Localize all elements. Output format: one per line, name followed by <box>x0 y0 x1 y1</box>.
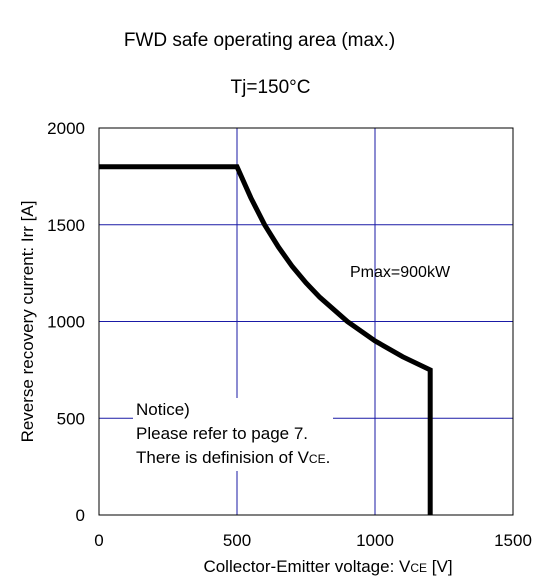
y-tick-labels: 0 500 1000 1500 2000 <box>47 119 85 525</box>
notice-line-1: Notice) <box>136 400 190 419</box>
series-line <box>99 164 433 515</box>
x-axis-label: Collector-Emitter voltage: VCE [V] <box>203 557 452 576</box>
x-tick-label: 1000 <box>356 531 394 550</box>
y-tick-label: 2000 <box>47 119 85 138</box>
x-tick-labels: 0 500 1000 1500 <box>94 531 532 550</box>
y-tick-label: 0 <box>76 506 85 525</box>
notice-line-3: There is definision of VCE. <box>136 448 331 467</box>
pmax-annotation: Pmax=900kW <box>350 264 451 281</box>
chart-subtitle: Tj=150°C <box>230 77 311 98</box>
chart-title: FWD safe operating area (max.) <box>123 30 396 51</box>
plot-frame <box>98 127 514 516</box>
notice-box: Notice) Please refer to page 7. There is… <box>133 398 334 471</box>
series-lines <box>99 164 433 515</box>
y-tick-label: 1500 <box>47 216 85 235</box>
notice-line-2: Please refer to page 7. <box>136 424 309 443</box>
y-axis-label: Reverse recovery current: Irr [A] <box>18 201 37 443</box>
y-tick-label: 1000 <box>47 313 85 332</box>
x-tick-label: 0 <box>94 531 103 550</box>
y-tick-label: 500 <box>57 409 85 428</box>
x-tick-label: 500 <box>223 531 251 550</box>
x-tick-label: 1500 <box>494 531 532 550</box>
